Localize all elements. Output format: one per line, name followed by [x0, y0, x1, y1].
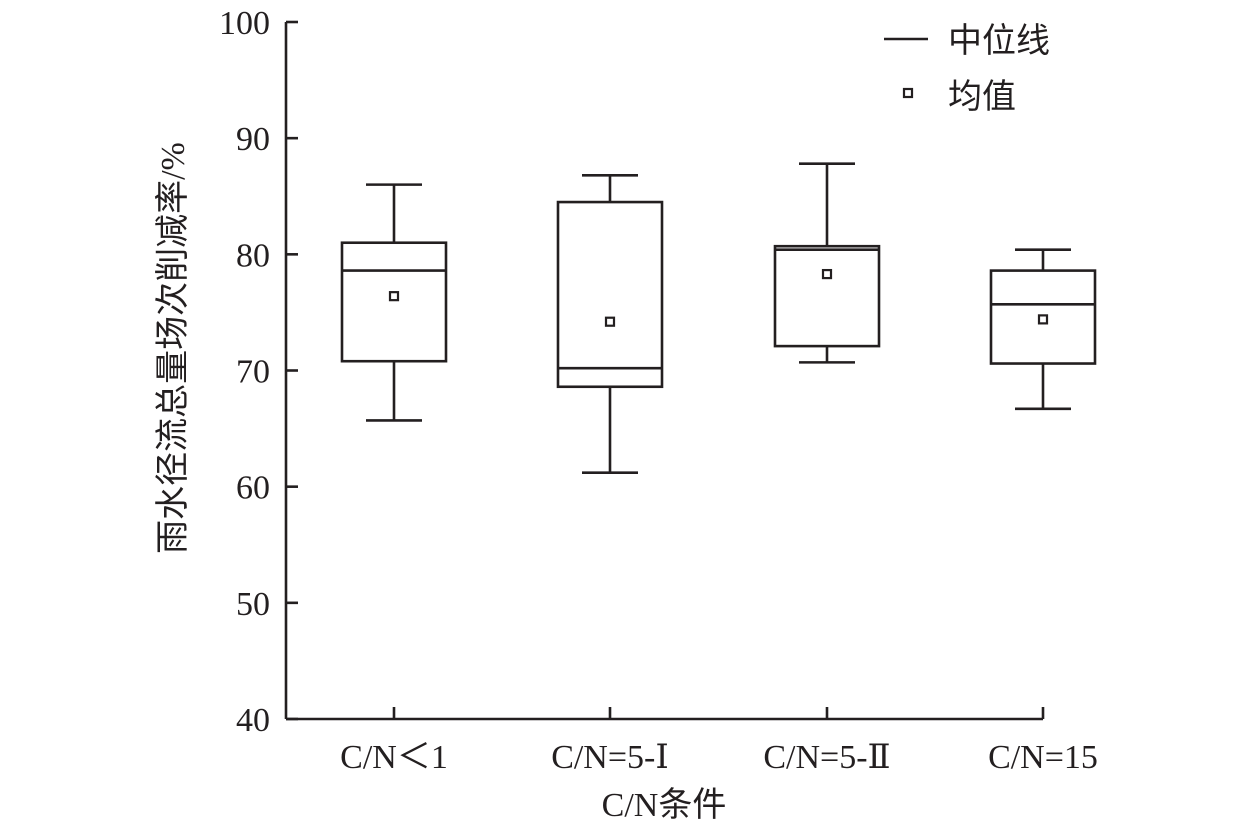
- mean-marker: [604, 316, 616, 327]
- axes: [284, 22, 1043, 721]
- y-ticks: 40 50 60 70 80 90 100: [219, 5, 298, 739]
- y-tick-label: 70: [236, 354, 270, 391]
- x-tick-label: C/N=5-Ⅱ: [763, 739, 890, 776]
- x-axis-label: C/N条件: [602, 786, 727, 824]
- y-tick-label: 100: [219, 5, 270, 42]
- legend-mean-label: 均值: [948, 78, 1016, 116]
- x-tick-label: C/N＜1: [340, 739, 448, 776]
- mean-marker: [821, 268, 833, 280]
- box-group: [340, 183, 448, 422]
- x-tick-label: C/N=15: [988, 739, 1098, 776]
- box-group: [556, 174, 664, 475]
- box-group: [773, 162, 881, 364]
- x-ticks: C/N＜1 C/N=5-Ⅰ C/N=5-Ⅱ C/N=15: [340, 707, 1098, 776]
- mean-marker: [388, 291, 400, 302]
- y-axis-label: 雨水径流总量场次削减率/%: [154, 142, 192, 554]
- iqr-box: [340, 241, 448, 363]
- iqr-box: [773, 244, 881, 348]
- box-group: [989, 248, 1097, 411]
- y-tick-label: 80: [236, 237, 270, 274]
- mean-marker: [1037, 314, 1049, 325]
- legend-mean-marker-icon: [902, 87, 914, 99]
- y-tick-label: 40: [236, 702, 270, 739]
- legend: 中位线 均值: [884, 22, 1050, 116]
- boxes: [340, 162, 1097, 475]
- iqr-box: [556, 200, 664, 389]
- y-tick-label: 50: [236, 586, 270, 623]
- y-tick-label: 90: [236, 121, 270, 158]
- legend-median-label: 中位线: [948, 22, 1050, 60]
- y-tick-label: 60: [236, 470, 270, 507]
- x-tick-label: C/N=5-Ⅰ: [551, 739, 669, 776]
